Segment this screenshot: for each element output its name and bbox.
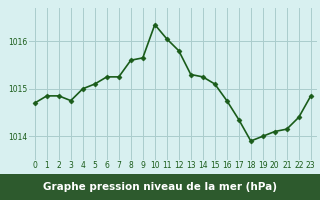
Text: Graphe pression niveau de la mer (hPa): Graphe pression niveau de la mer (hPa) — [43, 182, 277, 192]
